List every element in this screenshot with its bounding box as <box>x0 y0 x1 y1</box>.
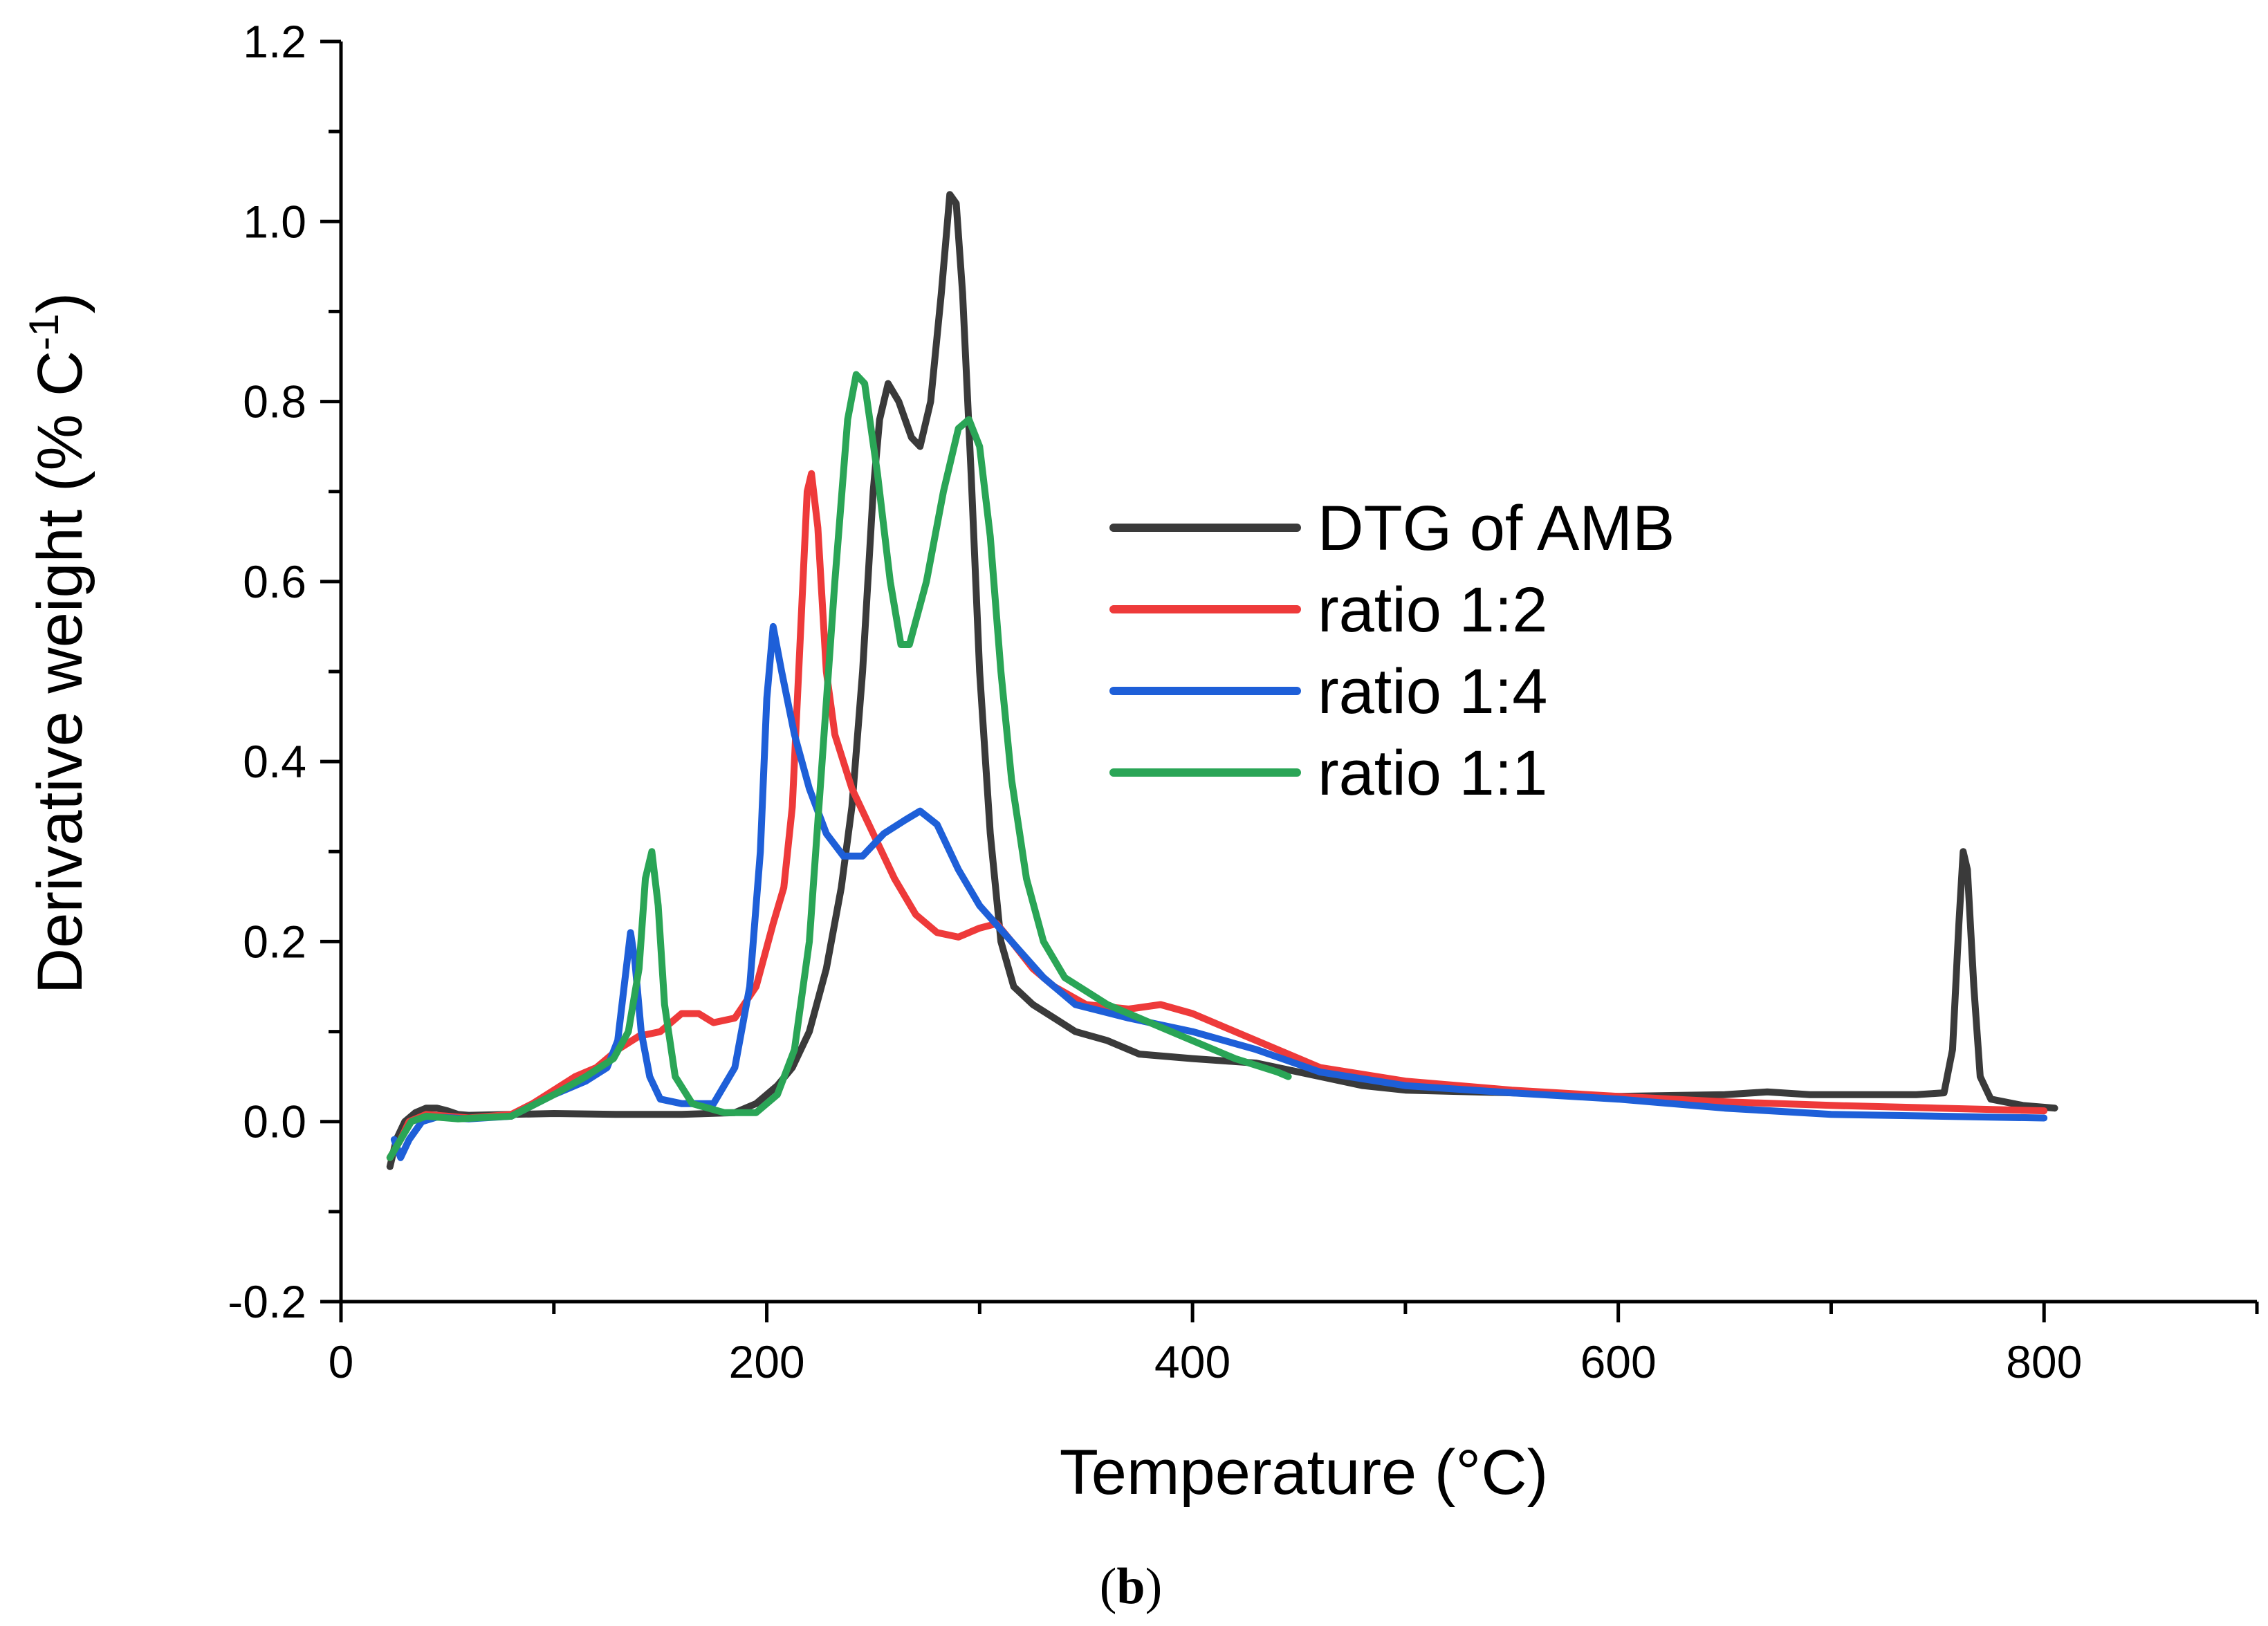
y-tick-label: 0.4 <box>243 736 306 787</box>
x-tick-label: 400 <box>1154 1336 1230 1387</box>
series-line-4 <box>386 371 1292 1161</box>
series-line-1 <box>386 191 2058 1170</box>
x-tick-label: 600 <box>1580 1336 1657 1387</box>
x-axis-title: Temperature (°C) <box>1060 1437 1549 1508</box>
x-tick-label: 200 <box>728 1336 804 1387</box>
x-tick-label: 0 <box>329 1336 354 1387</box>
y-tick-label: 0.2 <box>243 916 306 967</box>
y-axis-title-main: Derivative weight (% C <box>25 351 95 995</box>
legend-label-2: ratio 1:2 <box>1318 575 1547 645</box>
y-axis-title-superscript: -1 <box>21 313 67 350</box>
panel-label: (b) <box>1100 1558 1162 1615</box>
legend: DTG of AMB ratio 1:2 ratio 1:4 ratio 1:1 <box>1109 493 1675 809</box>
y-tick-label: 0.6 <box>243 556 306 607</box>
x-tick-label: 800 <box>2006 1336 2082 1387</box>
plot-lines <box>386 191 2058 1170</box>
legend-label-4: ratio 1:1 <box>1318 738 1547 809</box>
legend-label-3: ratio 1:4 <box>1318 656 1547 727</box>
y-tick-label: -0.2 <box>228 1276 306 1327</box>
series-line-2 <box>386 470 2048 1161</box>
axes: 0 200 400 600 800 -0.2 0.0 0.2 0.4 0.6 0.8 1.0 1.2 <box>228 16 2259 1387</box>
legend-label-1: DTG of AMB <box>1318 493 1675 564</box>
series-line-3 <box>390 622 2048 1161</box>
y-tick-label: 0.8 <box>243 376 306 427</box>
y-tick-label: 1.2 <box>243 16 306 67</box>
y-axis-title: Derivative weight (% C-1) <box>21 293 95 995</box>
y-tick-label: 1.0 <box>243 196 306 247</box>
y-axis-title-close: ) <box>25 293 95 314</box>
panel-label-letter: b <box>1116 1558 1145 1615</box>
y-tick-label: 0.0 <box>243 1096 306 1147</box>
